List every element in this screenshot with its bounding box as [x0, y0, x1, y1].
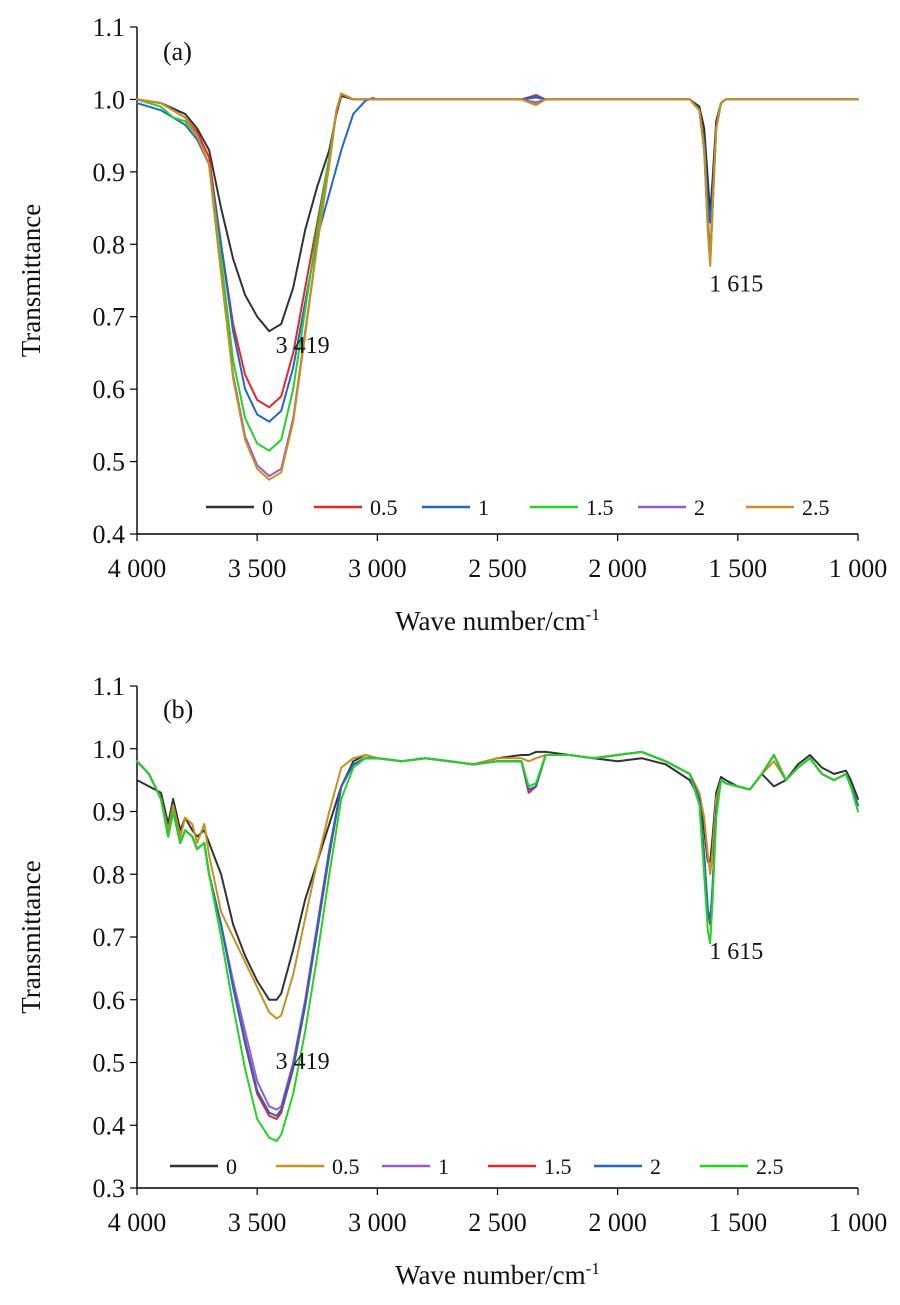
y-tick-label: 0.8 — [93, 230, 126, 259]
legend-label: 1 — [438, 1154, 449, 1179]
series-line-0-5 — [136, 750, 859, 1020]
series-line-2-5 — [136, 92, 859, 481]
y-tick-label: 0.9 — [93, 798, 126, 827]
y-tick-label: 1.0 — [93, 85, 126, 114]
y-tick-label: 0.7 — [93, 303, 126, 332]
x-tick-label: 1 500 — [709, 1208, 768, 1237]
y-tick-label: 0.5 — [93, 448, 126, 477]
y-tick-label: 1.1 — [93, 672, 126, 701]
legend-label: 1 — [478, 495, 489, 520]
legend-label: 1.5 — [586, 495, 614, 520]
y-axis-title: Transmittance — [16, 204, 46, 357]
x-tick-label: 3 000 — [348, 554, 407, 583]
x-axis-title: Wave number/cm-1 — [395, 605, 600, 636]
x-axis-title-superscript: -1 — [586, 605, 600, 624]
legend-label: 1.5 — [544, 1154, 572, 1179]
legend-label: 0.5 — [370, 495, 398, 520]
series-line-2-5 — [136, 750, 859, 1142]
x-tick-label: 3 000 — [348, 1208, 407, 1237]
x-tick-label: 2 000 — [588, 554, 647, 583]
x-axis-title-text: Wave number/cm — [395, 1260, 586, 1290]
x-tick-label: 2 500 — [468, 1208, 527, 1237]
x-tick-label: 4 000 — [108, 1208, 167, 1237]
x-tick-label: 2 500 — [468, 554, 527, 583]
x-axis-title: Wave number/cm-1 — [395, 1259, 600, 1290]
x-tick-label: 2 000 — [588, 1208, 647, 1237]
legend-label: 0 — [226, 1154, 237, 1179]
x-tick-label: 3 500 — [228, 554, 287, 583]
panel-label: (a) — [163, 37, 192, 66]
legend-label: 0.5 — [332, 1154, 360, 1179]
panel-a: 0.4 0.5 0.6 0.7 0.8 0.9 1.0 1.1 4 000 3 500 3 000 2… — [16, 13, 887, 636]
peak-annotation: 1 615 — [709, 939, 763, 965]
x-axis-title-superscript: -1 — [586, 1259, 600, 1278]
y-tick-label: 0.4 — [93, 520, 126, 549]
series-line-2 — [136, 750, 859, 1117]
legend-label: 2 — [694, 495, 705, 520]
legend-label: 0 — [262, 495, 273, 520]
legend: 0 0.5 1 1.5 2 2.5 — [170, 1154, 784, 1179]
series-line-0-5 — [136, 92, 859, 409]
legend-label: 2.5 — [756, 1154, 784, 1179]
y-tick-label: 0.6 — [93, 986, 126, 1015]
panel-label: (b) — [163, 695, 193, 724]
x-axis-title-text: Wave number/cm — [395, 606, 586, 636]
x-tick-label: 1 000 — [829, 1208, 888, 1237]
y-tick-label: 0.4 — [93, 1111, 126, 1140]
legend-label: 2 — [650, 1154, 661, 1179]
panel-b: 0.3 0.4 0.5 0.6 0.7 0.8 0.9 1.0 1.1 4 000 3 500 3 0… — [16, 672, 887, 1290]
y-tick-label: 0.7 — [93, 923, 126, 952]
y-tick-label: 0.3 — [93, 1174, 126, 1203]
legend: 0 0.5 1 1.5 2 2.5 — [206, 495, 830, 520]
y-tick-label: 1.1 — [93, 13, 126, 42]
series-line-1 — [136, 750, 859, 1111]
y-tick-label: 1.0 — [93, 735, 126, 764]
peak-annotation: 1 615 — [709, 271, 763, 297]
y-tick-label: 0.5 — [93, 1049, 126, 1078]
peak-annotation: 3 419 — [276, 333, 330, 359]
y-tick-label: 0.6 — [93, 375, 126, 404]
peak-annotation: 3 419 — [276, 1049, 330, 1075]
x-tick-label: 1 000 — [829, 554, 888, 583]
y-axis-title: Transmittance — [16, 860, 46, 1013]
y-tick-label: 0.8 — [93, 860, 126, 889]
legend-label: 2.5 — [802, 495, 830, 520]
x-tick-label: 3 500 — [228, 1208, 287, 1237]
x-tick-label: 4 000 — [108, 554, 167, 583]
y-tick-label: 0.9 — [93, 158, 126, 187]
x-tick-label: 1 500 — [709, 554, 768, 583]
